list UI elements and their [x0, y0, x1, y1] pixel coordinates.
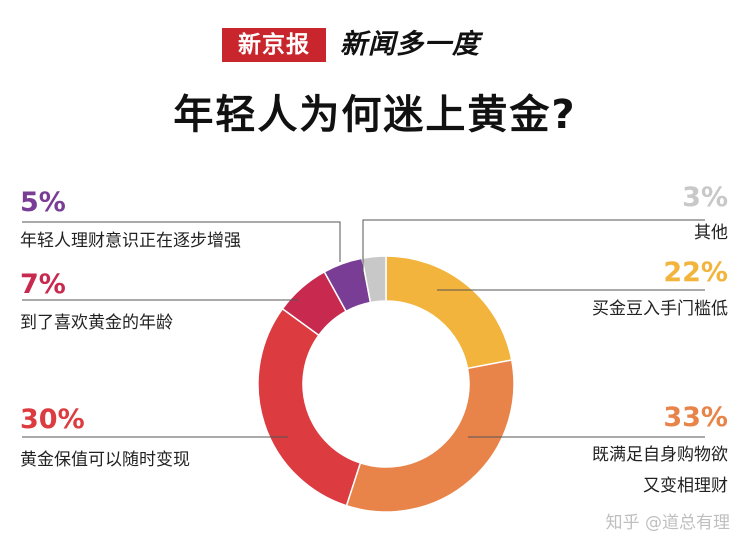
slice-value-preserve: [257, 307, 362, 507]
label-shopping-finance-line1: 既满足自身购物欲: [592, 445, 728, 465]
pct-awareness: 5%: [20, 187, 66, 218]
slice-shopping-finance: [345, 359, 515, 513]
leader-awareness: [22, 221, 341, 262]
label-shopping-finance-line2: 又变相理财: [643, 476, 728, 496]
leader-other: [362, 219, 705, 282]
pct-other: 3%: [682, 182, 728, 213]
pct-low-threshold: 22%: [663, 257, 728, 288]
pct-shopping-finance: 33%: [663, 402, 728, 433]
slice-other: [361, 255, 387, 304]
watermark: 知乎 @道总有理: [605, 513, 730, 533]
label-age: 到了喜欢黄金的年龄: [20, 313, 173, 333]
label-awareness: 年轻人理财意识正在逐步增强: [20, 231, 241, 251]
slice-low-threshold: [385, 255, 513, 370]
pct-age: 7%: [20, 269, 66, 300]
brand-logo: 新京报: [222, 28, 326, 62]
brand-header: 新京报 新闻多一度: [0, 28, 750, 62]
chart-title: 年轻人为何迷上黄金?: [173, 92, 577, 138]
label-value-preserve: 黄金保值可以随时变现: [20, 450, 190, 470]
pct-value-preserve: 30%: [20, 404, 85, 435]
label-other: 其他: [694, 223, 728, 243]
brand-slogan: 新闻多一度: [340, 29, 480, 60]
label-low-threshold: 买金豆入手门槛低: [592, 299, 728, 319]
